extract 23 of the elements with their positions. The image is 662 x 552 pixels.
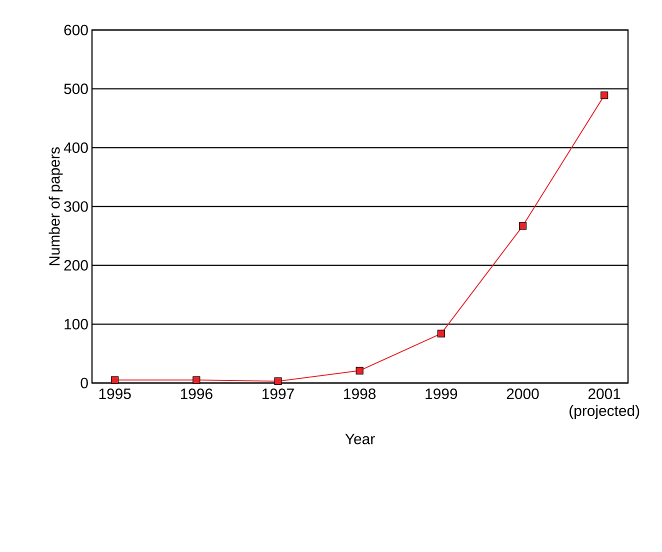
point [437, 330, 445, 338]
y-tick-label: 300 [64, 201, 88, 212]
x-tick-label: 1995 [99, 388, 131, 400]
point [274, 377, 282, 386]
point [192, 376, 200, 384]
y-tick-label: 100 [64, 318, 88, 330]
point [600, 92, 608, 100]
x-tick-label: 1997 [262, 388, 294, 400]
point [356, 366, 364, 374]
x-tick-label: 2000 [506, 388, 539, 400]
x-tick-label: 1999 [426, 388, 458, 400]
y-tick-label: 500 [64, 84, 88, 94]
y-tick-label: 600 [64, 24, 88, 36]
y-tick-label: 400 [64, 142, 88, 153]
point [518, 222, 527, 230]
x-tick-label: 1996 [180, 388, 212, 400]
point [111, 376, 119, 384]
y-axis-title: Number of papers [48, 147, 63, 266]
y-tick-label: 200 [64, 260, 88, 271]
x-tick-label: 2001 (projected) [570, 388, 640, 419]
y-tick-label: 0 [80, 378, 88, 388]
x-tick-label: 1998 [344, 388, 376, 400]
x-axis-title: Year [345, 434, 375, 444]
